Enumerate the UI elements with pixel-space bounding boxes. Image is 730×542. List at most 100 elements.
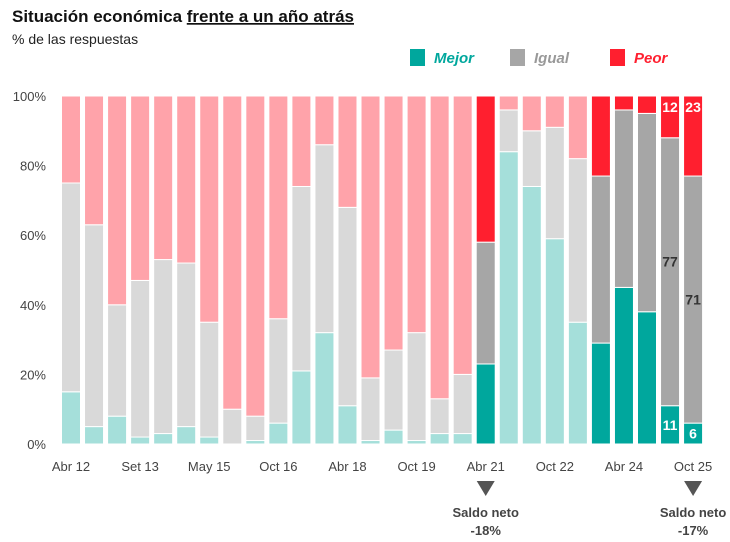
- x-tick-label: Set 13: [121, 459, 159, 474]
- annotation-label: Saldo neto: [452, 505, 519, 520]
- bar-segment-mejor: [337, 405, 358, 445]
- bar-segment-mejor: [637, 311, 657, 445]
- bar-segment-igual: [199, 321, 220, 438]
- bar-segment-igual: [475, 241, 496, 365]
- bar-segment-peor: [291, 95, 312, 187]
- legend-swatch-mejor: [410, 49, 425, 66]
- bar-segment-igual: [498, 109, 519, 153]
- legend-label-mejor: Mejor: [434, 50, 475, 67]
- bar-segment-igual: [107, 304, 128, 417]
- bar-segment-peor: [521, 95, 542, 132]
- x-tick-label: Abr 24: [605, 459, 643, 474]
- bar-segment-mejor: [567, 321, 588, 445]
- x-tick-label: Oct 16: [259, 459, 297, 474]
- x-tick-label: Oct 22: [536, 459, 574, 474]
- bar-segment-igual: [268, 318, 289, 424]
- bar-segment-mejor: [107, 415, 128, 445]
- bar-segment-mejor: [291, 370, 312, 445]
- bar-segment-mejor: [521, 185, 542, 445]
- y-tick-label: 40%: [20, 298, 46, 313]
- bar-segment-peor: [452, 95, 473, 375]
- bar-segment-peor: [406, 95, 427, 334]
- y-tick-label: 60%: [20, 228, 46, 243]
- y-tick-label: 80%: [20, 159, 46, 174]
- x-tick-label: Oct 19: [397, 459, 435, 474]
- bar-segment-igual: [337, 206, 358, 407]
- bar-segment-mejor: [245, 440, 266, 445]
- bar-segment-peor: [337, 95, 358, 208]
- bar-segment-igual: [452, 373, 473, 435]
- x-tick-label: Abr 18: [328, 459, 366, 474]
- bar-segment-peor: [660, 95, 681, 139]
- bar-segment-igual: [61, 182, 81, 393]
- legend-label-peor: Peor: [634, 50, 669, 67]
- bar-segment-mejor: [130, 436, 151, 445]
- bar-segment-mejor: [314, 332, 335, 445]
- bar-segment-mejor: [452, 433, 473, 445]
- y-tick-label: 0%: [27, 437, 46, 452]
- bar-segment-igual: [544, 126, 565, 240]
- bar-segment-igual: [245, 415, 266, 442]
- y-tick-label: 20%: [20, 367, 46, 382]
- bar-segment-peor: [268, 95, 289, 320]
- y-tick-label: 100%: [13, 89, 47, 104]
- bar-segment-igual: [567, 158, 588, 323]
- chart-title: Situación económica frente a un año atrá…: [12, 7, 354, 26]
- data-label: 77: [662, 254, 678, 270]
- bar-segment-peor: [683, 95, 704, 177]
- bar-segment-mejor: [590, 342, 611, 445]
- bar-segment-igual: [84, 224, 105, 428]
- bar-segment-peor: [199, 95, 220, 323]
- x-tick-label: Abr 21: [467, 459, 505, 474]
- bar-segment-mejor: [475, 363, 496, 445]
- down-triangle-icon: [476, 481, 495, 496]
- bar-segment-igual: [314, 144, 335, 334]
- x-tick-label: Abr 12: [52, 459, 90, 474]
- bars: 11 77 12 6 71 23: [61, 95, 704, 445]
- bar-segment-peor: [544, 95, 565, 128]
- legend-label-igual: Igual: [534, 50, 570, 67]
- bar-segment-igual: [613, 109, 634, 288]
- annotation-label: Saldo neto: [660, 505, 727, 520]
- bar-segment-igual: [360, 377, 381, 442]
- bar-segment-peor: [130, 95, 151, 281]
- bar-segment-mejor: [84, 426, 105, 445]
- bar-segment-igual: [291, 185, 312, 372]
- bar-segment-peor: [153, 95, 174, 261]
- bar-segment-mejor: [176, 426, 197, 445]
- bar-segment-mejor: [199, 436, 220, 445]
- data-label: 6: [689, 426, 697, 442]
- bar-segment-igual: [660, 137, 681, 407]
- bar-segment-igual: [130, 279, 151, 438]
- bar-segment-mejor: [360, 440, 381, 445]
- bar-segment-peor: [107, 95, 128, 306]
- bar-segment-igual: [429, 398, 450, 435]
- bar-segment-peor: [613, 95, 634, 111]
- bar-segment-peor: [475, 95, 496, 243]
- bar-segment-peor: [498, 95, 519, 111]
- bar-segment-peor: [245, 95, 266, 417]
- bar-segment-peor: [84, 95, 105, 226]
- x-tick-label: Oct 25: [674, 459, 712, 474]
- legend: Mejor Igual Peor: [410, 49, 669, 67]
- annotation-value: -17%: [678, 523, 709, 538]
- x-tick-label: May 15: [188, 459, 231, 474]
- bar-segment-peor: [360, 95, 381, 379]
- annotations: Saldo neto -18% Saldo neto -17%: [452, 481, 726, 538]
- bar-segment-peor: [383, 95, 404, 351]
- bar-segment-mejor: [61, 391, 81, 445]
- data-label: 23: [685, 99, 701, 115]
- bar-segment-igual: [176, 262, 197, 428]
- bar-segment-mejor: [383, 429, 404, 445]
- bar-segment-peor: [222, 95, 243, 410]
- bar-segment-igual: [153, 259, 174, 435]
- bar-segment-igual: [406, 332, 427, 442]
- x-axis: Abr 12 Set 13 May 15 Oct 16 Abr 18 Oct 19 Abr …: [52, 459, 712, 474]
- down-triangle-icon: [684, 481, 703, 496]
- bar-segment-mejor: [613, 286, 634, 445]
- bar-segment-peor: [590, 95, 611, 177]
- annotation-value: -18%: [471, 523, 502, 538]
- bar-segment-mejor: [498, 151, 519, 445]
- bar-segment-peor: [176, 95, 197, 264]
